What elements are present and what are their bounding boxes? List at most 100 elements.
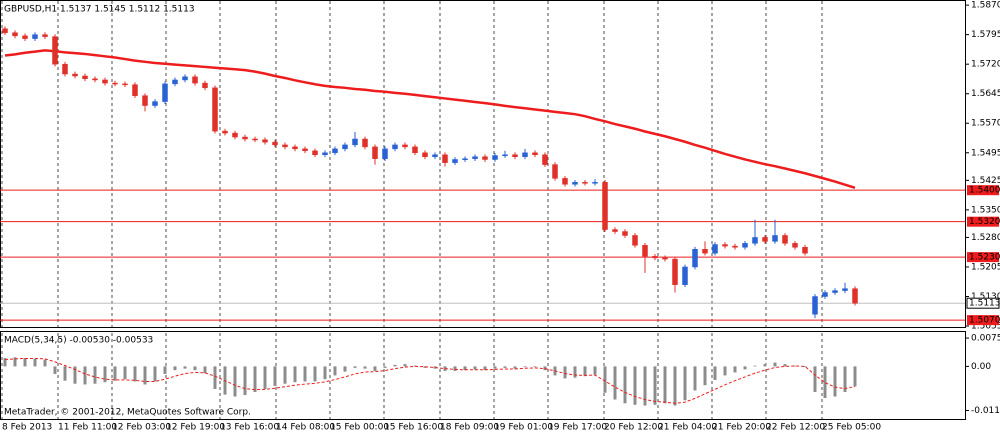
macd-bar — [33, 358, 37, 367]
candle-body — [222, 130, 228, 134]
macd-bar — [693, 366, 697, 391]
candle-body — [472, 156, 478, 159]
x-tick-label: 11 Feb 11:00 — [58, 423, 117, 433]
macd-bar — [753, 365, 757, 367]
candle-body — [342, 144, 348, 150]
macd-bar — [373, 366, 377, 371]
macd-bar — [213, 366, 217, 389]
indicator-title: MACD(5,34,5) -0.00530 -0.00533 — [4, 336, 153, 346]
candle-body — [162, 83, 168, 102]
macd-bar — [433, 366, 437, 369]
y-tick-label: 1.5870 — [971, 1, 1000, 11]
candle-body — [102, 79, 108, 84]
macd-bar — [763, 364, 767, 367]
chart-title: GBPUSD,H1 1.5137 1.5145 1.5112 1.5113 — [4, 5, 195, 15]
x-tick-label: 19 Feb 17:00 — [548, 423, 607, 433]
candle-body — [572, 182, 578, 185]
macd-bar — [793, 365, 797, 367]
candle-body — [292, 146, 298, 150]
macd-bar — [713, 366, 717, 380]
candle-body — [32, 34, 38, 39]
macd-bar — [853, 366, 857, 387]
macd-bar — [73, 366, 77, 384]
macd-bar — [343, 366, 347, 372]
y-tick-label: 1.5280 — [971, 233, 1000, 243]
macd-bar — [63, 366, 67, 381]
candle-body — [692, 248, 698, 268]
macd-bar — [603, 366, 607, 393]
macd-bar — [403, 364, 407, 367]
candle-body — [332, 148, 338, 154]
macd-bar — [483, 366, 487, 371]
candle-body — [752, 237, 758, 244]
candle-body — [182, 76, 188, 81]
x-tick-label: 20 Feb 12:00 — [604, 423, 663, 433]
candle-body — [502, 154, 508, 156]
candle-body — [592, 182, 598, 184]
candle-body — [272, 141, 278, 146]
x-tick-label: 18 Feb 09:00 — [440, 423, 499, 433]
macd-bar — [233, 366, 237, 397]
macd-bar — [663, 366, 667, 404]
y-tick-label: 0.00752 — [971, 334, 1000, 344]
candle-body — [52, 36, 58, 65]
candle-body — [202, 82, 208, 89]
candle-body — [252, 138, 258, 141]
candle-body — [702, 248, 708, 254]
x-tick-label: 19 Feb 01:00 — [494, 423, 553, 433]
candle-body — [612, 229, 618, 232]
macd-bar — [163, 366, 167, 374]
candle-body — [42, 34, 48, 37]
candle-body — [302, 148, 308, 152]
candle-body — [822, 292, 828, 297]
candle-body — [622, 231, 628, 236]
macd-bar — [3, 358, 7, 367]
x-tick-label: 12 Feb 19:00 — [166, 423, 225, 433]
macd-bar — [643, 366, 647, 406]
candle-body — [172, 79, 178, 85]
level-label: 1.5320 — [969, 217, 1000, 227]
y-tick-label: 1.5720 — [971, 60, 1000, 70]
macd-bar — [463, 366, 467, 371]
macd-bar — [833, 366, 837, 397]
candle-body — [582, 182, 588, 184]
last-price-label: 1.5113 — [969, 299, 1000, 309]
candle-body — [602, 182, 608, 230]
candle-body — [452, 159, 458, 163]
macd-bar — [473, 366, 477, 370]
macd-bar — [773, 362, 777, 367]
candle-body — [82, 75, 88, 80]
watermark: MetaTrader, © 2001-2012, MetaQuotes Soft… — [4, 408, 251, 418]
y-tick-label: 1.5350 — [971, 205, 1000, 215]
candle-body — [132, 84, 138, 96]
macd-bar — [653, 366, 657, 405]
macd-bar — [303, 366, 307, 382]
macd-bar — [493, 366, 497, 369]
level-box — [967, 185, 999, 196]
candle-body — [142, 95, 148, 106]
macd-bar — [363, 366, 367, 369]
level-box — [967, 216, 999, 227]
x-tick-label: 13 Feb 16:00 — [220, 423, 279, 433]
y-tick-label: 0.00 — [971, 362, 991, 372]
candle-body — [382, 148, 388, 159]
x-tick-label: 8 Feb 2013 — [2, 423, 52, 433]
macd-bar — [113, 366, 117, 381]
macd-bar — [623, 366, 627, 404]
candle-body — [112, 82, 118, 85]
candle-body — [782, 235, 788, 244]
candle-body — [652, 256, 658, 259]
candle-body — [832, 290, 838, 293]
macd-bar — [803, 366, 807, 368]
macd-bar — [13, 357, 17, 367]
candle-body — [672, 258, 678, 285]
last-price-box — [966, 297, 1000, 309]
candle-body — [632, 235, 638, 246]
macd-bar — [413, 365, 417, 367]
x-tick-label: 15 Feb 16:00 — [384, 423, 443, 433]
level-label: 1.5230 — [969, 253, 1000, 263]
candle-body — [352, 138, 358, 146]
signal-line — [4, 357, 856, 404]
